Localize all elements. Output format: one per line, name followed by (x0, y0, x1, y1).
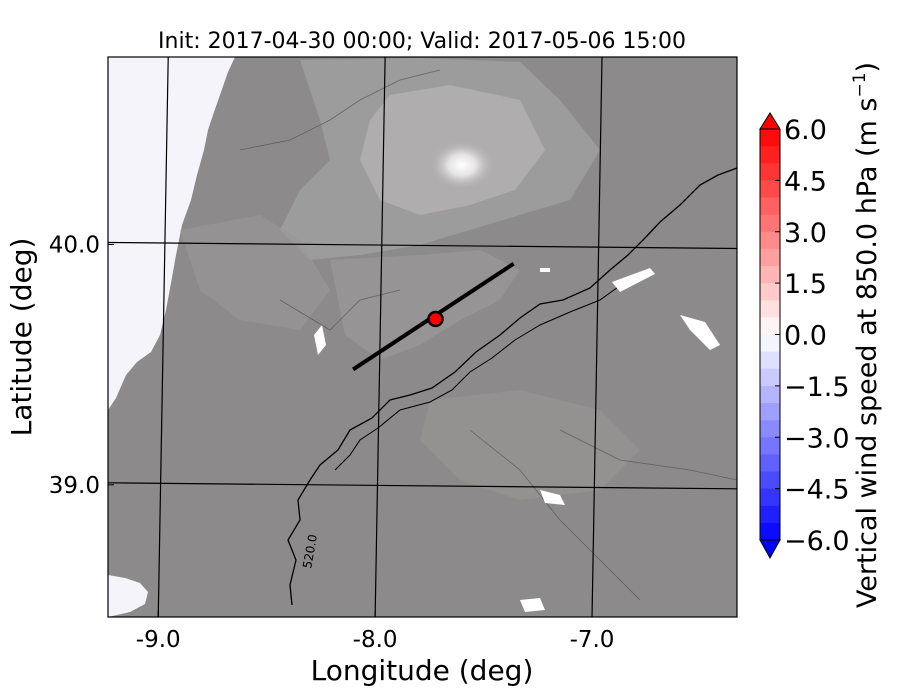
colorbar-tick-label: 0.0 (784, 321, 827, 352)
colorbar-band (760, 231, 780, 249)
colorbar-tick-label: −4.5 (784, 475, 850, 506)
contour-line-gray (239, 69, 737, 601)
y-tick-label: 39.0 (49, 473, 100, 499)
x-axis: -9.0 -8.0 -7.0 (136, 611, 615, 653)
colorbar-band (760, 146, 780, 164)
colorbar-tick-label: −6.0 (784, 526, 850, 557)
contour-label: 520.0 (300, 533, 320, 569)
colorbar-band (760, 180, 780, 198)
map-panel: 520.0 (108, 57, 737, 617)
colorbar-band (760, 163, 780, 181)
colorbar-band (760, 368, 780, 386)
south-plateau (420, 390, 640, 500)
colorbar-band (760, 522, 780, 540)
contour-labels: 520.0 (300, 533, 320, 569)
parallel-line (108, 241, 737, 250)
colorbar-extend-top (759, 112, 781, 130)
meridian-line (157, 57, 169, 617)
colorbar-band (760, 437, 780, 455)
x-tick-label: -7.0 (570, 627, 615, 653)
colorbar-tick-label: 1.5 (784, 269, 827, 300)
colorbar-tick-label: 3.0 (784, 218, 827, 249)
colorbar-label-main: Vertical wind speed at 850.0 hPa (m s (852, 98, 883, 609)
colorbar-tick-label: 4.5 (784, 166, 827, 197)
colorbar: 6.0 4.5 3.0 1.5 0.0 −1.5 −3.0 −4.5 −6.0 (759, 112, 850, 560)
colorbar-band (760, 351, 780, 369)
sea-area (108, 57, 235, 410)
colorbar-band (760, 300, 780, 318)
x-tick-label: -9.0 (136, 627, 181, 653)
x-axis-label: Longitude (deg) (311, 654, 534, 687)
contour-line-secondary (334, 281, 626, 471)
colorbar-band (760, 266, 780, 284)
graticule (108, 57, 737, 617)
map-frame (107, 56, 738, 618)
colorbar-label-close: ) (852, 62, 883, 73)
colorbar-band (760, 317, 780, 335)
colorbar-tick-label: 6.0 (784, 115, 827, 146)
colorbar-ticks: 6.0 4.5 3.0 1.5 0.0 −1.5 −3.0 −4.5 −6.0 (775, 115, 850, 557)
colorbar-label-sup: −1 (850, 72, 870, 97)
colorbar-tick-label: −3.0 (784, 423, 850, 454)
colorbar-band (760, 454, 780, 472)
parallel-line (108, 482, 737, 490)
colorbar-bands (760, 129, 780, 540)
colorbar-band (760, 197, 780, 215)
y-tick-label: 40.0 (49, 232, 100, 258)
colorbar-band (760, 334, 780, 352)
colorbar-band (760, 505, 780, 523)
colorbar-band (760, 129, 780, 147)
chart-title: Init: 2017-04-30 00:00; Valid: 2017-05-0… (158, 29, 686, 54)
mountain-peak (428, 139, 496, 191)
colorbar-band (760, 420, 780, 438)
colorbar-band (760, 385, 780, 403)
colorbar-band (760, 248, 780, 266)
location-marker (427, 310, 444, 328)
meridian-line (591, 57, 603, 617)
colorbar-band (760, 283, 780, 301)
x-tick-label: -8.0 (353, 627, 398, 653)
colorbar-extend-bottom (759, 539, 781, 560)
colorbar-tick-label: −1.5 (784, 372, 850, 403)
y-axis: 40.0 39.0 (49, 232, 114, 499)
sea-area-south (108, 575, 148, 617)
lowland-zone (330, 250, 520, 360)
colorbar-band (760, 214, 780, 232)
colorbar-band (760, 403, 780, 421)
y-axis-label: Latitude (deg) (5, 238, 38, 437)
white-patches (314, 268, 720, 612)
colorbar-band (760, 471, 780, 489)
meridian-line (374, 57, 386, 617)
contour-line-main (287, 167, 737, 606)
colorbar-label: Vertical wind speed at 850.0 hPa (m s−1) (850, 62, 883, 608)
colorbar-band (760, 488, 780, 506)
